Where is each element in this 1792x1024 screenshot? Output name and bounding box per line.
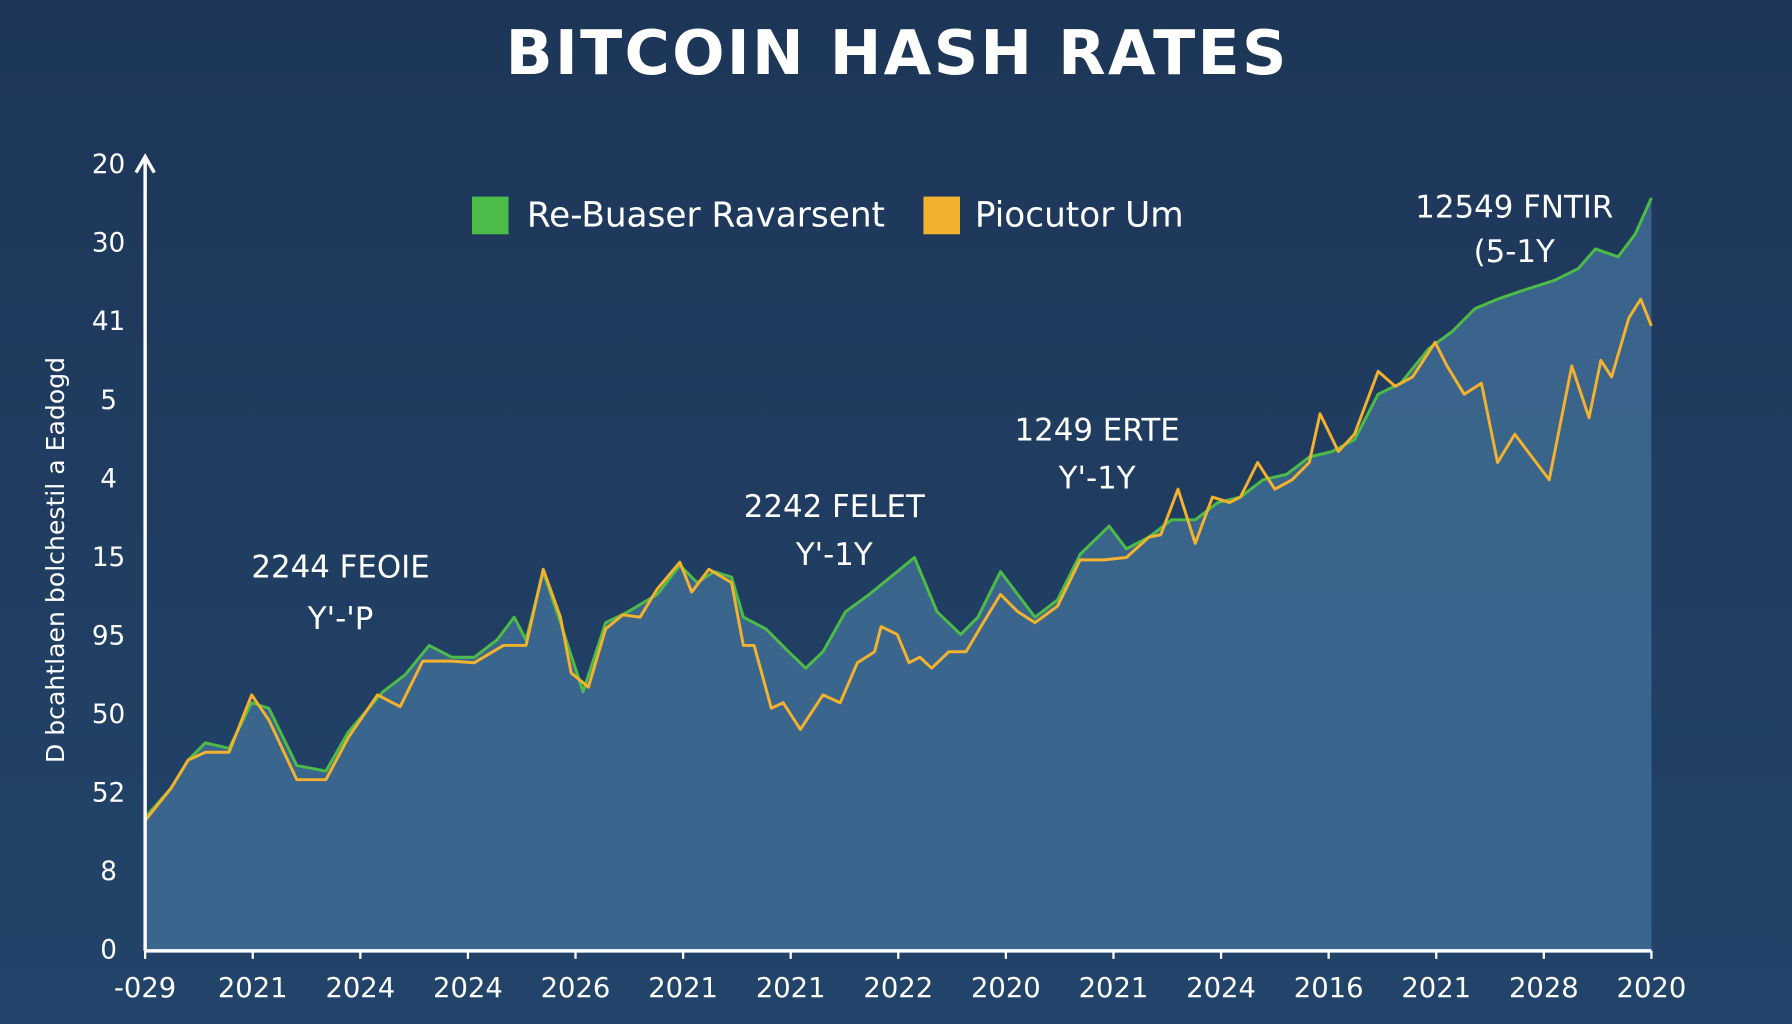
x-tick-label: 2026: [541, 973, 611, 1004]
annotation: 2244 FEOIE: [251, 550, 429, 586]
y-tick-label: 20: [92, 150, 125, 180]
legend-swatch: [923, 196, 960, 235]
y-axis-label: D bcahtlaen bolchestil a Eadogd: [41, 357, 70, 763]
x-tick-label: 2024: [1186, 973, 1256, 1004]
chart-title: BITCOIN HASH RATES: [506, 17, 1289, 89]
legend-label: Piocutor Um: [975, 196, 1184, 236]
legend-swatch: [472, 196, 509, 235]
x-tick-label: 2024: [325, 973, 395, 1004]
y-tick-label: 0: [100, 935, 117, 965]
x-tick-label: 2020: [971, 973, 1041, 1004]
annotation: Y'-'P: [307, 601, 374, 637]
x-tick-label: 2028: [1509, 973, 1579, 1004]
series-line: [144, 197, 1653, 819]
y-tick-label: 4: [100, 464, 117, 494]
legend-label: Re-Buaser Ravarsent: [527, 196, 885, 236]
annotation: (5-1Y: [1474, 234, 1555, 270]
x-tick-label: 2021: [648, 973, 718, 1004]
y-tick-label: 52: [92, 778, 125, 808]
plot-area: 0 8 52 50 95 15 4 5 41 30 20 -029 2021 2024 2024 2026 20…: [92, 150, 1686, 1004]
y-axis-arrow: [134, 153, 156, 174]
x-tick-label: 2024: [433, 973, 503, 1004]
x-tick-label: 2016: [1294, 973, 1364, 1004]
x-tick-label: -029: [114, 973, 176, 1004]
y-tick-label: 95: [92, 621, 125, 651]
annotation: 2242 FELET: [744, 489, 925, 525]
y-tick-label: 5: [100, 386, 117, 416]
annotation: Y'-1Y: [1058, 461, 1136, 497]
x-tick-label: 2021: [756, 973, 826, 1004]
series-line: [143, 297, 1653, 822]
y-tick-label: 8: [100, 857, 117, 887]
y-tick-label: 30: [92, 229, 125, 259]
area: [145, 197, 1652, 951]
annotation: Y'-1Y: [795, 537, 873, 573]
annotation: 12549 FNTIR: [1415, 190, 1613, 226]
x-tick-label: 2021: [1079, 973, 1149, 1004]
y-tick-label: 50: [92, 700, 125, 730]
y-tick-label: 41: [92, 307, 125, 337]
x-tick-label: 2021: [1401, 973, 1471, 1004]
y-tick-label: 15: [92, 543, 125, 573]
annotation: 1249 ERTE: [1014, 413, 1179, 449]
x-tick-label: 2020: [1617, 973, 1687, 1004]
x-tick-label: 2021: [218, 973, 288, 1004]
x-tick-label: 2022: [863, 973, 933, 1004]
